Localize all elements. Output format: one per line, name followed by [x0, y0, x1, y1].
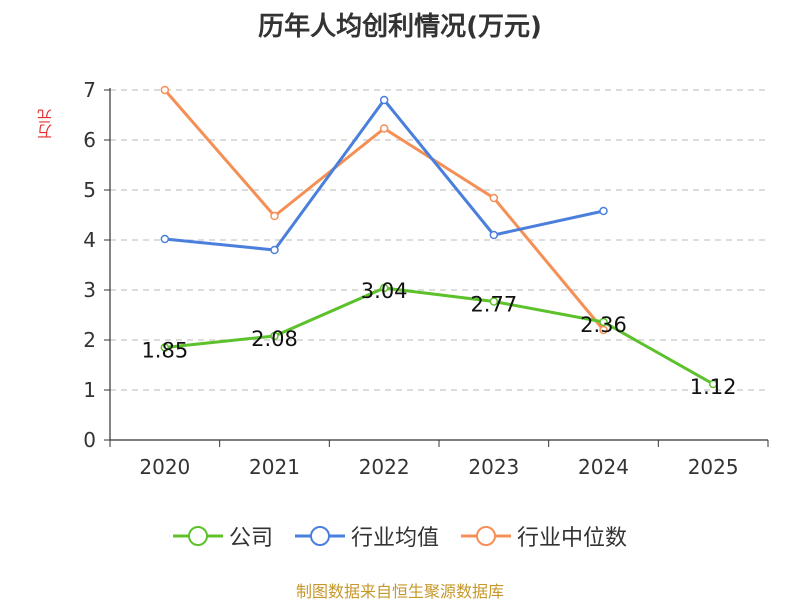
data-label: 2.08 — [251, 327, 298, 351]
data-point — [599, 325, 608, 335]
y-tick-label: 1 — [83, 378, 96, 402]
x-tick-label: 2020 — [139, 455, 190, 479]
legend-label-industry-average: 行业均值 — [350, 526, 439, 551]
data-point — [379, 124, 389, 133]
y-tick-label: 5 — [83, 178, 96, 202]
legend: 公司 行业均值 行业中位数 — [0, 520, 800, 552]
data-point — [270, 331, 279, 341]
data-point — [489, 230, 499, 240]
y-tick-label: 0 — [83, 428, 96, 452]
x-tick-label: 2021 — [249, 455, 300, 479]
y-tick-label: 2 — [83, 328, 96, 352]
data-label: 3.04 — [361, 279, 408, 303]
data-point — [379, 283, 389, 293]
data-point — [160, 343, 170, 352]
data-point — [160, 85, 170, 95]
data-point — [379, 95, 389, 105]
legend-label-company: 公司 — [228, 526, 273, 551]
y-tick-label: 3 — [83, 278, 96, 302]
data-point — [599, 206, 608, 216]
y-tick-label: 6 — [83, 128, 96, 152]
series-line-1 — [164, 98, 604, 252]
data-point — [160, 234, 170, 244]
x-tick-label: 2023 — [468, 455, 519, 479]
x-tick-label: 2025 — [688, 455, 739, 479]
data-label: 2.36 — [580, 313, 627, 337]
data-label: 1.85 — [141, 339, 188, 363]
y-tick-label: 7 — [83, 78, 96, 102]
x-tick-label: 2022 — [359, 455, 410, 479]
data-point — [708, 379, 718, 389]
legend-label-industry-median: 行业中位数 — [517, 526, 628, 551]
data-point — [489, 297, 499, 306]
legend-swatch-industry-average — [294, 526, 345, 546]
data-point — [489, 193, 499, 203]
legend-item-company[interactable]: 公司 — [172, 520, 273, 552]
x-tick-label: 2024 — [578, 455, 629, 479]
y-tick-label: 4 — [83, 228, 96, 252]
chart-title: 历年人均创利情况(万元) — [258, 12, 542, 42]
series-line-0 — [164, 286, 714, 386]
legend-swatch-industry-median — [461, 526, 511, 546]
legend-swatch-company — [172, 526, 223, 546]
data-point — [270, 211, 279, 221]
data-point — [270, 245, 279, 255]
data-label: 1.12 — [690, 375, 737, 399]
source-note: 制图数据来自恒生聚源数据库 — [295, 582, 504, 601]
legend-item-industry-median[interactable]: 行业中位数 — [461, 520, 627, 552]
data-label: 2.77 — [470, 293, 517, 317]
data-point — [599, 317, 608, 327]
legend-item-industry-average[interactable]: 行业均值 — [294, 520, 439, 552]
